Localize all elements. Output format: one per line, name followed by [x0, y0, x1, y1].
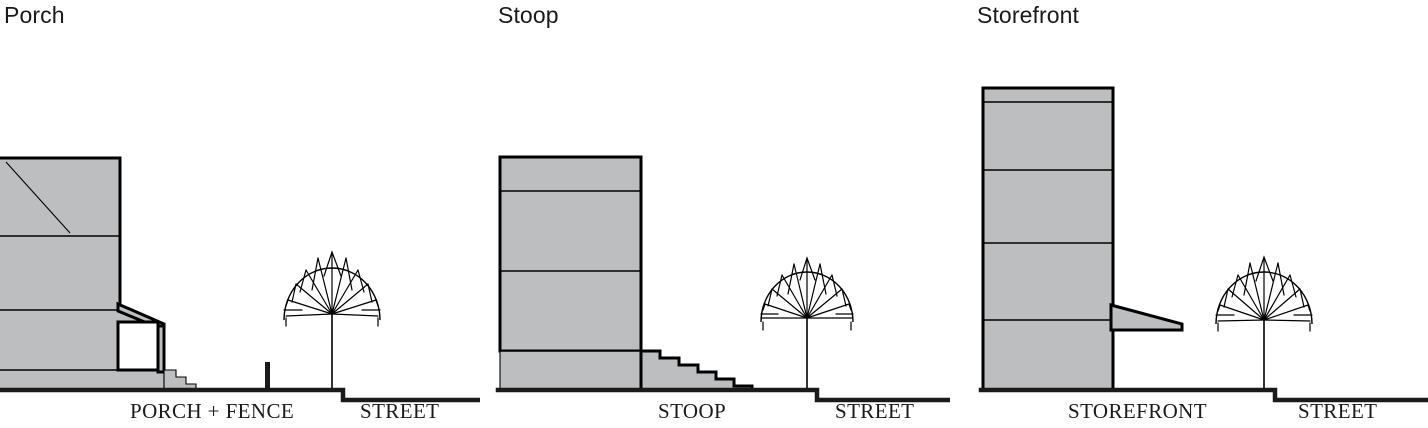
- porch-apron: [0, 369, 165, 391]
- stoop-stairs: [639, 349, 754, 392]
- roof-diagonal-line: [5, 161, 71, 234]
- panel-porch: Porch: [0, 0, 480, 428]
- stoop-building-mass: [498, 155, 643, 353]
- caption-storefront: STOREFRONT: [1068, 399, 1207, 423]
- stoop-scene: STOOP STREET: [495, 155, 950, 423]
- panel-storefront: Storefront: [950, 0, 1428, 428]
- caption-stoop: STOOP: [658, 399, 726, 423]
- storefront-scene: STOREFRONT STREET: [978, 86, 1428, 423]
- caption-street-porch: STREET: [360, 399, 439, 423]
- porch-door: [116, 320, 160, 372]
- tree-branches: [1215, 255, 1313, 332]
- storefront-awning: [1109, 303, 1184, 332]
- panel-stoop: Stoop: [480, 0, 950, 428]
- ground-line-sidewalk: [0, 387, 480, 403]
- caption-street-storefront: STREET: [1298, 399, 1377, 423]
- storefront-building-mass: [981, 86, 1115, 392]
- stoop-base-band: [499, 350, 642, 391]
- panel-title-porch: Porch: [4, 2, 65, 28]
- panel-title-storefront: Storefront: [977, 2, 1079, 28]
- porch-scene: PORCH + FENCE STREET: [0, 156, 480, 423]
- porch-steps: [163, 369, 197, 391]
- tree-branches: [760, 256, 854, 331]
- street-tree-storefront: [1215, 255, 1313, 388]
- tree-branches: [283, 250, 381, 327]
- street-tree-stoop: [760, 256, 854, 388]
- ground-line-sidewalk: [978, 387, 1428, 403]
- fence-post: [265, 362, 270, 389]
- ground-line-sidewalk: [495, 387, 950, 403]
- street-tree-porch: [283, 250, 381, 388]
- panel-title-stoop: Stoop: [498, 2, 559, 28]
- caption-street-stoop: STREET: [835, 399, 914, 423]
- caption-porch-fence: PORCH + FENCE: [130, 399, 294, 423]
